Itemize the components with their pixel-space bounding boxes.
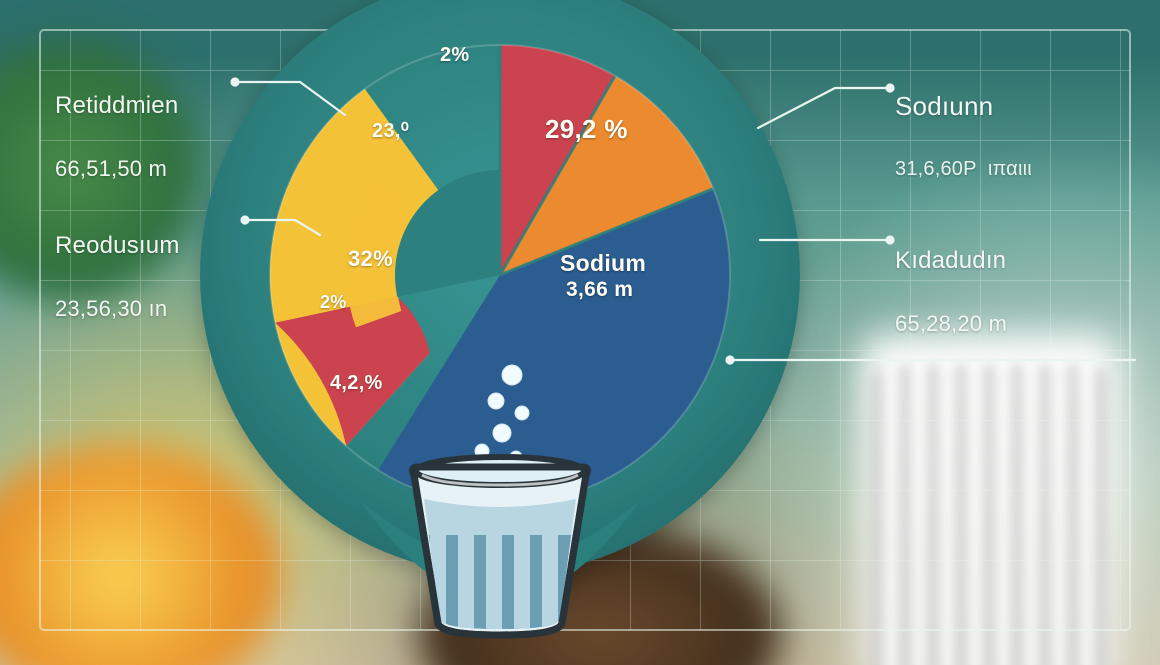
pct-blue-sub: 3,66 m: [566, 278, 633, 302]
glass-icon: [380, 355, 620, 655]
callout-value: 66,51,50 m: [55, 156, 178, 181]
callout-retiddmien: Retiddmien 66,51,50 m: [55, 55, 178, 218]
callout-kidadudin: Kıdadudın 65,28,20 m: [895, 210, 1007, 373]
callout-sodiunn: Sodıunn 31,6,60P ιπαιιι: [895, 55, 1032, 218]
pct-yel-top2: 2%: [440, 44, 470, 67]
pct-red-top: 29,2 %: [545, 114, 628, 145]
callout-name: Kıdadudın: [895, 247, 1007, 275]
callout-name: Sodıunn: [895, 92, 1032, 122]
callout-value: 23,56,30 ın: [55, 296, 180, 321]
pct-yel-23: 23,⁰: [372, 118, 409, 143]
callout-value: 65,28,20 m: [895, 311, 1007, 336]
glass-body: [410, 457, 590, 635]
pct-blue-name: Sodium: [560, 250, 646, 277]
callout-name: Reodusıum: [55, 232, 180, 260]
pct-yel-2b: 2%: [320, 292, 347, 313]
callout-value: 31,6,60P ιπαιιι: [895, 158, 1032, 181]
infographic-stage: Retiddmien 66,51,50 m Reodusıum 23,56,30…: [0, 0, 1160, 665]
pct-yel-inner: 32%: [348, 246, 393, 272]
callout-name: Retiddmien: [55, 92, 178, 120]
pct-red-bot: 4,2,%: [330, 372, 383, 395]
callout-reodusium: Reodusıum 23,56,30 ın: [55, 195, 180, 358]
